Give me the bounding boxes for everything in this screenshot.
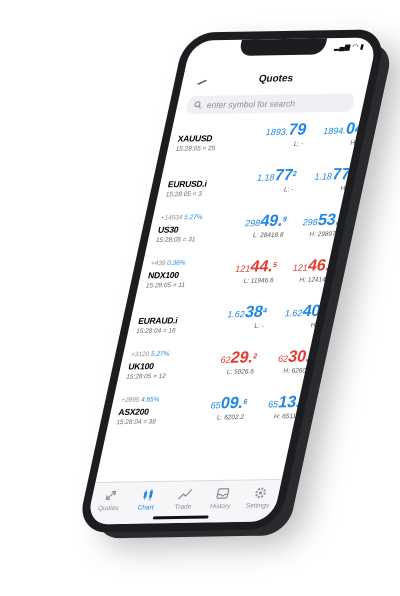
low-value: L: - (293, 140, 304, 148)
high-value: H: - (309, 321, 322, 330)
tab-label: Trade (173, 503, 192, 511)
low-value: L: 11946.6 (242, 277, 275, 285)
change-points: +2895 (120, 396, 141, 404)
high-value: H: 6511.6 (273, 412, 303, 421)
ask-price[interactable]: 1894.04 H: - (298, 120, 365, 147)
ask-sup (363, 124, 365, 131)
quote-row[interactable]: +14934 5.27% US30 15:28:05 ⌗ 31 29849.9 … (144, 212, 345, 261)
tab-label: Chart (136, 504, 155, 512)
low-value: L: - (253, 322, 265, 331)
ask-big: 13. (276, 393, 303, 412)
ask-price[interactable]: 29853.0 H: 29897.4 (279, 211, 346, 239)
ask-price[interactable]: 1.62400 H: - (259, 303, 326, 330)
search-input[interactable]: enter symbol for search (185, 93, 356, 115)
change-points: +439 (150, 259, 167, 268)
ask-big: 53. (316, 211, 342, 230)
change-points: +3120 (130, 351, 150, 359)
search-icon (194, 101, 202, 109)
page-title: Quotes (257, 73, 295, 85)
bid-prefix: 1893. (264, 126, 290, 138)
search-placeholder: enter symbol for search (205, 98, 297, 110)
ask-big: 04 (344, 120, 366, 138)
tab-label: Quotes (97, 504, 120, 513)
notch (238, 38, 328, 56)
app-screen: ▂▄▆ ◠ ▮ Quotes enter symbol for search X… (86, 37, 378, 525)
quote-row[interactable]: +2895 4.65% ASX200 15:28:04 ⌗ 38 6509.6 … (104, 394, 306, 443)
ask-big: 30. (286, 348, 313, 366)
tab-history[interactable]: History (203, 487, 242, 511)
quote-row[interactable]: +3120 5.27% UK100 15:28:05 ⌗ 12 6229.2 L… (114, 348, 315, 397)
change-percent: 0.36% (166, 259, 187, 267)
ask-sup: 0 (339, 215, 345, 223)
ask-big: 46. (306, 257, 333, 275)
tab-label: Settings (244, 502, 270, 510)
high-value: H: 29897.4 (308, 230, 342, 239)
ask-price[interactable]: 1.18775 H: - (289, 166, 356, 193)
high-value: H: - (339, 185, 352, 193)
candles-icon (143, 489, 153, 501)
change-percent: 4.65% (140, 396, 161, 404)
ask-prefix: 1894. (322, 125, 347, 137)
quote-row[interactable]: EURAUD.i 15:28:04 ⌗ 16 1.62384 L: - 1.62… (124, 303, 325, 352)
gear-icon (254, 487, 266, 499)
low-value: L: 6202.2 (216, 413, 245, 422)
high-value: H: - (349, 139, 362, 147)
tab-trade[interactable]: Trade (165, 487, 204, 511)
quotes-list: XAUUSD 15:28:05 ⌗ 25 1893.79 L: - 1894.0… (104, 120, 366, 443)
change-points: +14934 (159, 214, 184, 222)
ask-sup: 4 (300, 397, 306, 405)
ask-sup: 0 (319, 306, 326, 314)
arrows-icon (105, 490, 117, 500)
ask-price[interactable]: 6230.4 H: 6260.8 (249, 348, 316, 375)
high-value: H: 6260.8 (282, 367, 313, 375)
ask-sup: 5 (329, 261, 336, 269)
tab-settings[interactable]: Settings (240, 486, 279, 510)
edit-icon[interactable] (196, 79, 209, 85)
quote-row[interactable]: XAUUSD 15:28:05 ⌗ 25 1893.79 L: - 1894.0… (163, 120, 366, 169)
change-percent: 5.27% (183, 213, 204, 222)
ask-big: 40 (300, 302, 323, 321)
inbox-icon (216, 488, 230, 499)
status-icons: ▂▄▆ ◠ ▮ (333, 43, 365, 52)
tab-bar: Quotes Chart Trade History Settings (86, 478, 282, 525)
ask-sup: 5 (349, 169, 355, 178)
ask-big: 77 (330, 165, 352, 184)
quote-row[interactable]: EURUSD.i 15:28:05 ⌗ 3 1.18772 L: - 1.187… (154, 166, 355, 215)
low-value: L: - (283, 186, 295, 194)
low-value: L: 28418.8 (252, 231, 285, 240)
high-value: H: 12414.1 (298, 276, 332, 284)
ask-price[interactable]: 12146.5 H: 12414.1 (269, 257, 336, 284)
ask-price[interactable]: 6513.4 H: 6511.6 (239, 394, 306, 421)
tab-chart[interactable]: Chart (128, 488, 167, 512)
change-percent: 5.27% (150, 350, 170, 359)
phone-frame: ▂▄▆ ◠ ▮ Quotes enter symbol for search X… (76, 29, 388, 533)
ask-sup: 4 (309, 352, 316, 360)
trend-icon (178, 488, 193, 500)
tab-label: History (209, 502, 231, 511)
low-value: L: 5926.6 (226, 368, 255, 376)
tab-quotes[interactable]: Quotes (91, 489, 130, 513)
quote-row[interactable]: +439 0.36% NDX100 15:28:05 ⌗ 11 12144.5 … (134, 257, 335, 306)
